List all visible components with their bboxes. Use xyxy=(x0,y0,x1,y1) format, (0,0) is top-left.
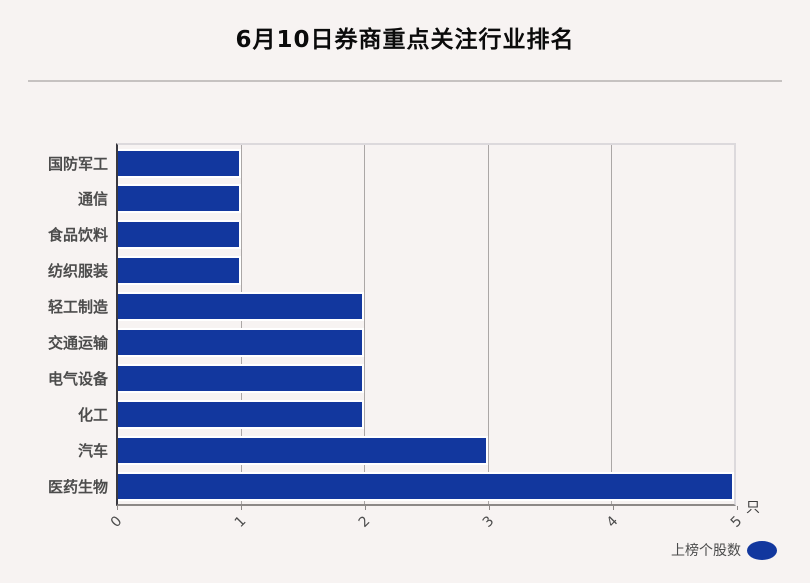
bar-食品饮料 xyxy=(118,220,242,250)
x-tick-label: 4 xyxy=(603,513,622,531)
x-tick-label: 0 xyxy=(107,513,126,531)
plot-area xyxy=(116,143,736,506)
x-tick-mark xyxy=(241,506,242,510)
bar-电气设备 xyxy=(118,363,365,393)
legend-label: 上榜个股数 xyxy=(671,543,741,559)
gridline xyxy=(610,145,612,504)
x-tick-mark xyxy=(117,506,118,510)
legend: 上榜个股数 xyxy=(671,540,777,560)
x-tick-mark xyxy=(613,506,614,510)
category-label: 纺织服装 xyxy=(47,262,108,281)
bar-汽车 xyxy=(118,435,488,465)
x-tick-label: 1 xyxy=(231,513,250,531)
x-axis-unit-label: 只 xyxy=(746,500,760,516)
y-axis-labels: 国防军工通信食品饮料纺织服装轻工制造交通运输电气设备化工汽车医药生物 xyxy=(0,145,108,504)
category-label: 医药生物 xyxy=(47,477,108,496)
category-label: 国防军工 xyxy=(47,154,108,173)
bar-医药生物 xyxy=(118,471,734,501)
category-label: 电气设备 xyxy=(47,369,108,388)
gridline xyxy=(241,145,243,504)
x-tick-mark xyxy=(365,506,366,510)
bar-化工 xyxy=(118,399,365,429)
x-tick-mark xyxy=(489,506,490,510)
x-tick-label: 2 xyxy=(355,513,374,531)
x-tick-label: 5 xyxy=(727,513,746,531)
legend-marker-ellipse-icon xyxy=(747,540,777,560)
category-label: 食品饮料 xyxy=(47,226,108,245)
gridline xyxy=(364,145,366,504)
bar-轻工制造 xyxy=(118,292,365,322)
title-divider xyxy=(28,80,782,82)
category-label: 交通运输 xyxy=(47,334,108,352)
chart-title: 6月10日券商重点关注行业排名 xyxy=(235,27,575,53)
category-label: 通信 xyxy=(77,190,108,209)
bar-交通运输 xyxy=(118,328,365,357)
x-axis: 0 1 2 3 4 5 xyxy=(108,506,745,548)
gridline xyxy=(487,145,489,504)
bar-国防军工 xyxy=(118,148,242,178)
bar-通信 xyxy=(118,184,242,214)
category-label: 汽车 xyxy=(77,441,108,460)
category-label: 轻工制造 xyxy=(47,298,108,317)
category-label: 化工 xyxy=(77,405,108,424)
bar-纺织服装 xyxy=(118,256,242,286)
x-tick-mark xyxy=(737,506,738,510)
x-tick-label: 3 xyxy=(479,513,498,531)
